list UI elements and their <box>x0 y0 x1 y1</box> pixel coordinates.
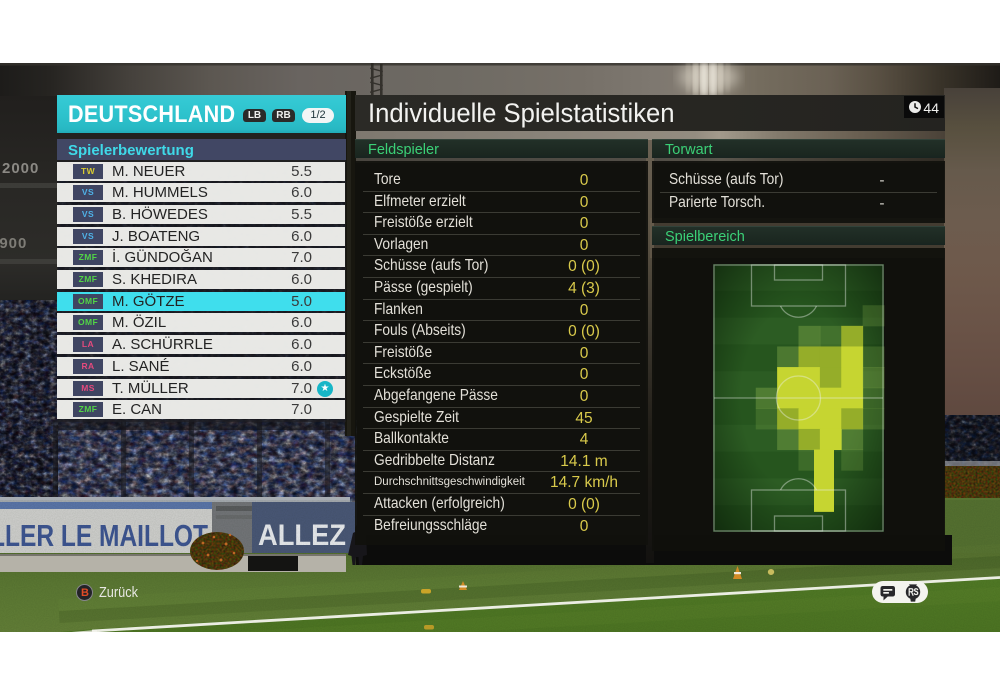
svg-text:1900: 1900 <box>0 235 27 252</box>
svg-text:2000: 2000 <box>2 160 39 177</box>
